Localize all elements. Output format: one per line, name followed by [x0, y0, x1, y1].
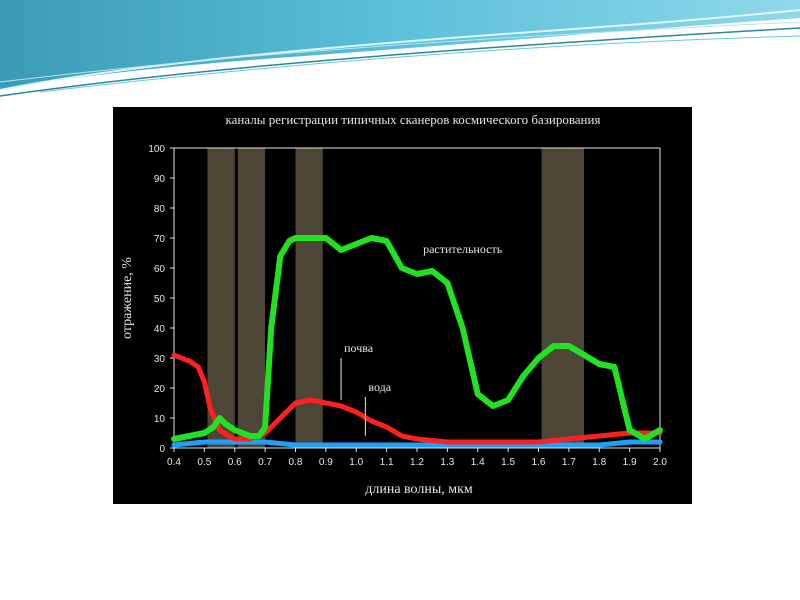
chart-title: каналы регистрации типичных сканеров кос… [226, 112, 601, 127]
sensor-band-4 [541, 148, 585, 448]
x-tick-label: 0.5 [197, 457, 211, 468]
series [171, 235, 663, 448]
reflectance-chart: 0.4 0.5 0.6 0.7 0.8 0.9 1.0 1.1 1.2 1.3 1.4 1.5 1.6 1… [120, 112, 667, 497]
x-tick-label: 0.9 [319, 457, 333, 468]
x-tick-label: 1.1 [380, 457, 394, 468]
y-tick-label: 0 [159, 444, 165, 455]
x-tick-label: 1.8 [592, 457, 606, 468]
x-tick-label: 1.5 [501, 457, 515, 468]
sensor-band-2 [237, 148, 266, 448]
x-tick-label: 0.8 [289, 457, 303, 468]
y-tick-label: 60 [154, 264, 166, 275]
x-tick-label: 1.9 [623, 457, 637, 468]
x-tick-label: 1.6 [532, 457, 546, 468]
y-axis-label: отражение, % [120, 257, 135, 339]
annotation-label-2: вода [368, 380, 391, 394]
x-tick-label: 2.0 [653, 457, 667, 468]
y-tick-label: 20 [154, 384, 166, 395]
x-axis-label: длина волны, мкм [365, 482, 473, 497]
header-wave-decoration [0, 0, 800, 97]
x-tick-label: 1.7 [562, 457, 576, 468]
x-tick-label: 0.6 [228, 457, 242, 468]
x-tick-label: 1.2 [410, 457, 424, 468]
sensor-band-1 [207, 148, 235, 448]
x-tick-label: 1.4 [471, 457, 485, 468]
y-tick-label: 10 [154, 414, 166, 425]
x-tick-label: 0.7 [258, 457, 272, 468]
x-tick-label: 0.4 [167, 457, 181, 468]
chart-panel: 0.4 0.5 0.6 0.7 0.8 0.9 1.0 1.1 1.2 1.3 1.4 1.5 1.6 1… [113, 107, 692, 504]
y-tick-label: 80 [154, 204, 166, 215]
y-tick-label: 70 [154, 234, 166, 245]
tick-labels: 0.4 0.5 0.6 0.7 0.8 0.9 1.0 1.1 1.2 1.3 1.4 1.5 1.6 1… [148, 144, 667, 468]
series-line-0 [171, 235, 663, 442]
y-tick-label: 40 [154, 324, 166, 335]
y-tick-label: 30 [154, 354, 166, 365]
series-line-2 [171, 439, 663, 448]
y-tick-label: 100 [148, 144, 165, 155]
annotation-label-0: растительность [423, 242, 503, 256]
y-tick-label: 50 [154, 294, 166, 305]
x-tick-label: 1.3 [440, 457, 454, 468]
y-tick-label: 90 [154, 174, 166, 185]
sensor-bands [207, 148, 585, 448]
x-tick-label: 1.0 [349, 457, 363, 468]
annotations: растительность почва вода [340, 242, 503, 436]
annotation-label-1: почва [344, 341, 374, 355]
